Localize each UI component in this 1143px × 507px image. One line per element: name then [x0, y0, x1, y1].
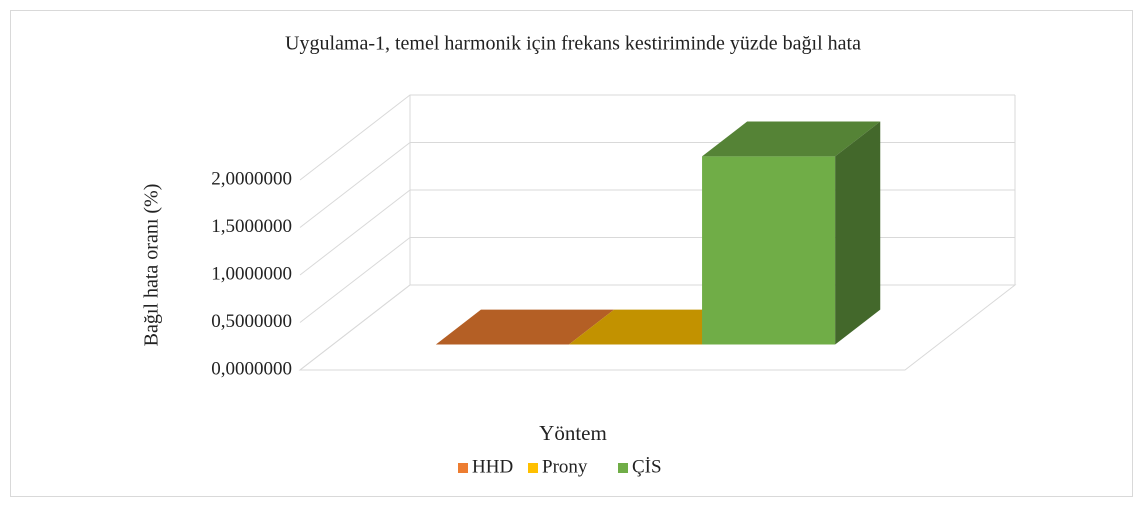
y-tick-label: 1,5000000 [211, 216, 292, 237]
legend-swatch [618, 463, 628, 473]
bar-front [702, 156, 836, 345]
y-tick-label: 0,0000000 [211, 358, 292, 379]
legend-label: Prony [542, 456, 588, 477]
chart-title: Uygulama-1, temel harmonik için frekans … [285, 33, 861, 55]
legend-label: ÇİS [632, 456, 662, 477]
grid-line [299, 94, 1015, 181]
legend-swatch [458, 463, 468, 473]
y-tick-label: 1,0000000 [211, 263, 292, 284]
x-axis-label: Yöntem [539, 421, 607, 445]
legend-label: HHD [472, 456, 513, 477]
bar-side [835, 121, 881, 345]
y-tick-label: 2,0000000 [211, 168, 292, 189]
y-tick-label: 0,5000000 [211, 311, 292, 332]
bar [702, 121, 881, 345]
bar-top [702, 121, 881, 157]
legend-swatch [528, 463, 538, 473]
chart-border [10, 10, 1133, 497]
y-axis-label: Bağıl hata oranı (%) [141, 184, 163, 347]
bar-top [435, 309, 615, 345]
